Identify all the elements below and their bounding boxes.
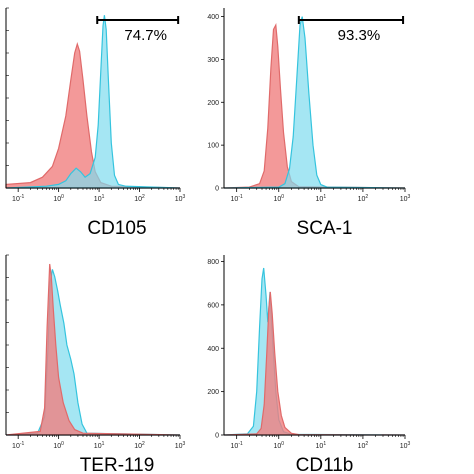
x-tick-label: 101 bbox=[316, 441, 327, 450]
y-tick-label: 200 bbox=[207, 100, 219, 107]
x-tick-label: 103 bbox=[400, 441, 411, 450]
x-tick-label: 100 bbox=[53, 441, 64, 450]
y-tick-label: 400 bbox=[207, 14, 219, 21]
x-tick-label: 102 bbox=[134, 194, 145, 203]
control-histogram-area bbox=[223, 291, 406, 436]
x-tick-label: 102 bbox=[134, 441, 145, 450]
y-tick-label: 0 bbox=[215, 433, 219, 440]
histogram-panel-cd105: 10-1 100 101 102 103 74.7% CD105 bbox=[5, 7, 186, 239]
x-tick-label: 102 bbox=[358, 194, 369, 203]
x-tick-label: 103 bbox=[175, 441, 186, 450]
x-axis-label: CD105 bbox=[87, 218, 146, 239]
x-tick-label: 10-1 bbox=[12, 441, 24, 450]
x-tick-label: 103 bbox=[400, 194, 411, 203]
x-tick-label: 101 bbox=[94, 194, 105, 203]
gate-percentage-label: 93.3% bbox=[338, 27, 381, 44]
x-tick-label: 101 bbox=[316, 194, 327, 203]
histogram-panel-ter-119: 10-1 100 101 102 103 TER-119 bbox=[5, 254, 186, 474]
y-tick-label: 0 bbox=[215, 186, 219, 193]
gate-percentage-label: 74.7% bbox=[124, 27, 167, 44]
stained-histogram-area bbox=[5, 269, 181, 436]
y-tick-label: 800 bbox=[207, 259, 219, 266]
y-tick-label: 100 bbox=[207, 143, 219, 150]
x-tick-label: 10-1 bbox=[12, 194, 24, 203]
y-tick-label: 200 bbox=[207, 389, 219, 396]
x-tick-label: 103 bbox=[175, 194, 186, 203]
x-tick-label: 10-1 bbox=[231, 194, 243, 203]
control-histogram-area bbox=[5, 263, 181, 436]
stained-histogram-area bbox=[223, 267, 406, 436]
x-tick-label: 101 bbox=[94, 441, 105, 450]
y-tick-label: 400 bbox=[207, 346, 219, 353]
histogram-panel-cd11b: 10-1 100 101 102 103 0 200 400 600 800 CD11b bbox=[207, 255, 411, 474]
x-axis-label: CD11b bbox=[296, 455, 354, 474]
x-tick-label: 100 bbox=[273, 441, 284, 450]
y-tick-label: 600 bbox=[207, 302, 219, 309]
x-tick-label: 100 bbox=[53, 194, 64, 203]
histogram-panel-sca-1: 10-1 100 101 102 103 0 100 200 300 400 93.3% SCA-1 bbox=[207, 8, 411, 239]
stained-histogram-area bbox=[5, 15, 181, 189]
x-axis-label: TER-119 bbox=[80, 455, 155, 474]
x-tick-label: 100 bbox=[273, 194, 284, 203]
x-tick-label: 102 bbox=[358, 441, 369, 450]
stained-histogram-area bbox=[223, 16, 406, 189]
x-tick-label: 10-1 bbox=[231, 441, 243, 450]
y-tick-label: 300 bbox=[207, 57, 219, 64]
x-axis-label: SCA-1 bbox=[297, 218, 353, 239]
